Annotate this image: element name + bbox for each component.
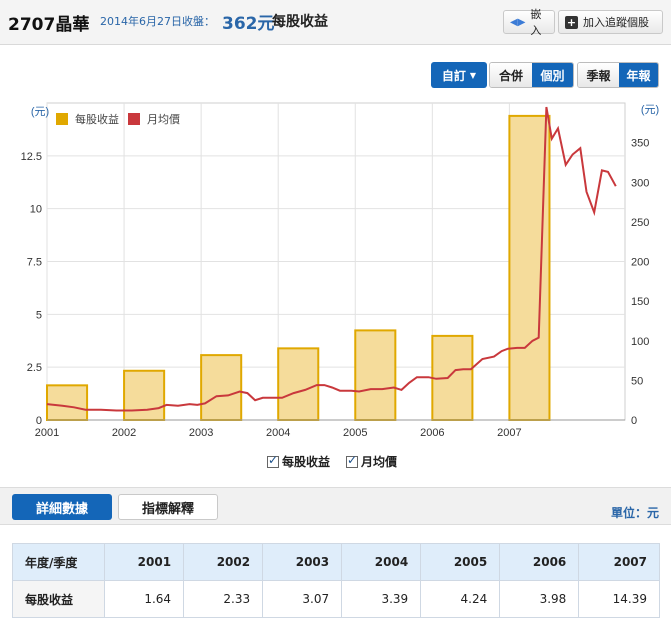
metric-title: 每股收益 xyxy=(272,14,328,30)
plus-icon: + xyxy=(565,15,578,29)
eps-bar xyxy=(277,347,320,421)
toggle-price[interactable]: 月均價 xyxy=(346,453,397,470)
embed-icon: ◀▶ xyxy=(510,16,526,28)
page-header: 2707晶華 2014年6月27日收盤： 362元 每股收益 ◀▶ 嵌入 + 加… xyxy=(0,0,671,45)
left-tick-label: 10 xyxy=(30,204,42,216)
right-tick-label: 200 xyxy=(631,257,649,269)
right-tick-label: 100 xyxy=(631,336,649,348)
embed-button[interactable]: ◀▶ 嵌入 xyxy=(503,8,555,37)
x-tick-label: 2004 xyxy=(266,427,290,439)
value-cell: 4.24 xyxy=(420,580,501,618)
eps-checkbox[interactable] xyxy=(267,453,279,468)
year-cell: 2001 xyxy=(103,543,185,581)
table-header-row: 年度/季度 2001 2002 2003 2004 2005 2006 2007 xyxy=(12,543,660,581)
value-cell: 14.39 xyxy=(578,580,660,618)
toggle-eps-label: 每股收益 xyxy=(282,455,331,469)
legend-eps-swatch xyxy=(56,113,68,125)
right-tick-label: 150 xyxy=(631,296,649,308)
right-tick-label: 300 xyxy=(631,177,649,189)
eps-bar xyxy=(200,354,243,421)
x-tick-label: 2001 xyxy=(35,427,59,439)
eps-table: 年度/季度 2001 2002 2003 2004 2005 2006 2007… xyxy=(12,543,660,618)
eps-chart: 0 2.5 5 7.5 10 12.5 0 50 100 150 200 250 300 350 2001 2… xyxy=(21,102,659,439)
year-cell: 2005 xyxy=(420,543,501,581)
value-cell: 3.07 xyxy=(262,580,343,618)
year-cell: 2002 xyxy=(183,543,264,581)
x-tick-label: 2006 xyxy=(420,427,444,439)
value-cell: 3.39 xyxy=(341,580,422,618)
value-cell: 1.64 xyxy=(103,580,185,618)
close-date: 2014年6月27日收盤： xyxy=(100,15,215,28)
custom-label: 自訂 xyxy=(441,68,466,83)
left-axis-unit: (元) xyxy=(31,106,49,118)
left-tick-label: 2.5 xyxy=(27,362,42,374)
left-tick-label: 12.5 xyxy=(21,151,42,163)
x-tick-label: 2002 xyxy=(112,427,136,439)
x-tick-label: 2003 xyxy=(189,427,213,439)
detail-tabbar: 詳細數據 指標解釋 單位：元 xyxy=(0,487,671,525)
legend-eps-label: 每股收益 xyxy=(75,112,119,126)
combined-button[interactable]: 合併 xyxy=(490,63,532,87)
close-price: 362元 xyxy=(222,14,275,34)
toggle-eps[interactable]: 每股收益 xyxy=(267,453,330,470)
right-axis-unit: (元) xyxy=(641,104,659,116)
year-cell: 2006 xyxy=(499,543,580,581)
add-tracking-button[interactable]: + 加入追蹤個股 xyxy=(558,10,663,34)
tab-detail-data[interactable]: 詳細數據 xyxy=(12,494,112,520)
value-cell: 3.98 xyxy=(499,580,580,618)
year-cell: 2003 xyxy=(262,543,343,581)
x-tick-label: 2007 xyxy=(497,427,521,439)
row-label: 每股收益 xyxy=(12,580,105,618)
right-tick-label: 350 xyxy=(631,138,649,150)
year-cell: 2004 xyxy=(341,543,422,581)
right-tick-label: 250 xyxy=(631,217,649,229)
right-tick-label: 50 xyxy=(631,375,643,387)
price-checkbox[interactable] xyxy=(346,453,358,468)
header-label: 年度/季度 xyxy=(12,543,105,581)
eps-bar xyxy=(354,329,397,421)
right-tick-label: 0 xyxy=(631,415,637,427)
stock-title: 2707晶華 xyxy=(8,15,90,35)
price-line xyxy=(46,106,617,412)
annual-button[interactable]: 年報 xyxy=(619,63,658,87)
toggle-price-label: 月均價 xyxy=(361,455,398,469)
custom-dropdown-button[interactable]: 自訂 ▼ xyxy=(431,62,487,88)
eps-bar xyxy=(123,369,166,422)
consolidation-toggle: 合併 個別 xyxy=(489,62,574,88)
legend-price-label: 月均價 xyxy=(147,112,180,126)
left-tick-label: 5 xyxy=(36,309,42,321)
caret-down-icon: ▼ xyxy=(469,70,477,80)
period-toggle: 季報 年報 xyxy=(577,62,659,88)
left-tick-label: 0 xyxy=(36,415,42,427)
table-row: 每股收益 1.64 2.33 3.07 3.39 4.24 3.98 14.39 xyxy=(12,580,660,618)
value-cell: 2.33 xyxy=(183,580,264,618)
embed-label: 嵌入 xyxy=(530,8,542,37)
legend-price-swatch xyxy=(128,113,140,125)
individual-button[interactable]: 個別 xyxy=(532,63,573,87)
eps-bar xyxy=(46,384,89,422)
tab-indicator-explain[interactable]: 指標解釋 xyxy=(118,494,218,520)
unit-label: 單位：元 xyxy=(610,506,659,520)
left-tick-label: 7.5 xyxy=(27,257,42,269)
chart-axes: 0 2.5 5 7.5 10 12.5 0 50 100 150 200 250 300 350 2001 2… xyxy=(21,138,650,439)
year-cell: 2007 xyxy=(578,543,660,581)
quarterly-button[interactable]: 季報 xyxy=(578,63,619,87)
chart-legend: 每股收益 月均價 xyxy=(56,112,180,126)
x-tick-label: 2005 xyxy=(343,427,367,439)
add-tracking-label: 加入追蹤個股 xyxy=(583,16,649,29)
eps-bar xyxy=(508,114,551,422)
